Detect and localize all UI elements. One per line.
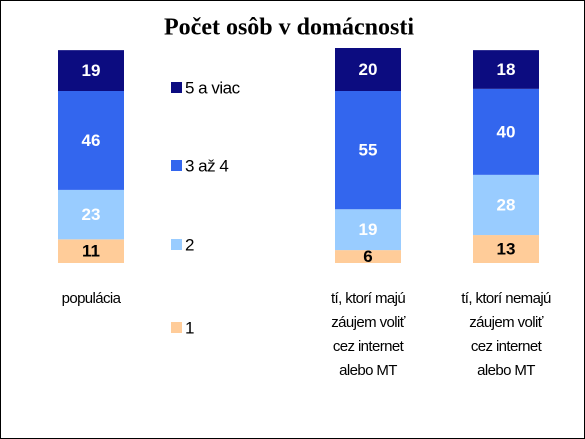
value-label: 18 (497, 60, 516, 79)
category-label: populácia (61, 290, 121, 307)
bar-segment (335, 91, 401, 210)
bar-segment (335, 250, 401, 263)
value-label: 19 (82, 61, 101, 80)
legend-label: 2 (185, 235, 194, 254)
category-label: tí, ktorí majú záujem voliť cez internet… (330, 290, 406, 379)
value-label: 13 (497, 240, 516, 259)
legend-swatch (171, 82, 182, 93)
bar-segment (335, 48, 401, 91)
bar-segment (58, 239, 124, 263)
legend-label: 3 až 4 (185, 156, 228, 175)
value-label: 19 (359, 220, 378, 239)
value-label: 20 (359, 60, 378, 79)
value-label: 46 (82, 131, 101, 150)
value-label: 6 (363, 247, 372, 266)
legend-swatch (171, 322, 182, 333)
bar-segment (58, 50, 124, 91)
bar-segment (473, 235, 539, 263)
legend-swatch (171, 239, 182, 250)
value-label: 11 (82, 242, 100, 261)
value-label: 23 (82, 205, 101, 224)
legend-label: 5 a viac (185, 78, 241, 97)
bar-segment (473, 88, 539, 175)
bar-segment (473, 174, 539, 236)
category-label: tí, ktorí nemajú záujem voliť cez intern… (461, 290, 551, 379)
bar-segment (335, 209, 401, 251)
value-label: 40 (497, 122, 516, 141)
bar-segment (58, 189, 124, 240)
chart-title: Počet osôb v domácnosti (164, 15, 414, 41)
bar-segment (473, 50, 539, 89)
bar-segment (58, 91, 124, 190)
legend-swatch (171, 160, 182, 171)
legend-label: 1 (185, 318, 194, 337)
value-label: 28 (497, 195, 516, 214)
value-label: 55 (359, 141, 378, 160)
